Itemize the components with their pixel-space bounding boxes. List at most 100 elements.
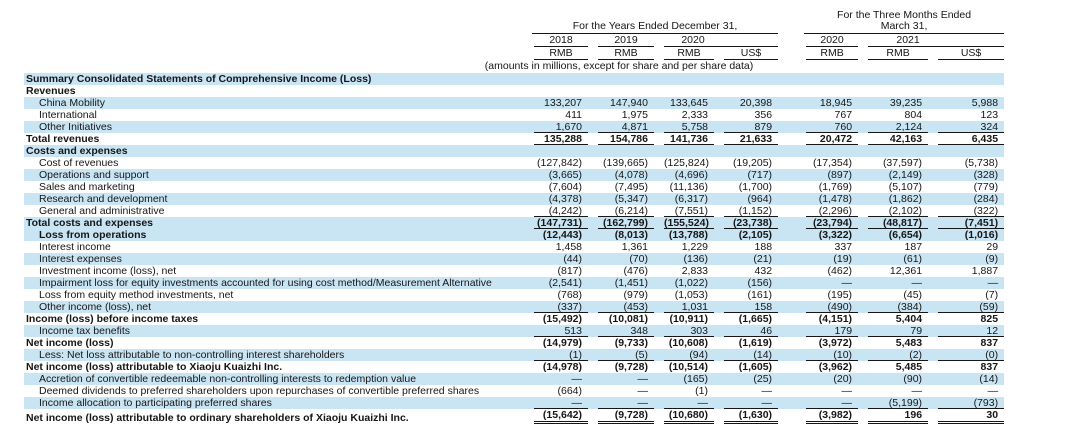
year-column-2020-quarter: 2020 bbox=[796, 34, 859, 47]
cell-value: (4,696) bbox=[674, 169, 708, 181]
table-row: Total costs and expenses (147,731) (162,79… bbox=[24, 217, 1005, 229]
table-row: Costs and expenses bbox=[24, 145, 1005, 157]
income-statement-table: For the Years Ended December 31, For the… bbox=[24, 8, 1005, 424]
row-label: Net income (loss) bbox=[26, 337, 114, 349]
table-row: Impairment loss for equity investments a… bbox=[24, 277, 1005, 289]
cell-value: 760 bbox=[796, 121, 859, 133]
cell-value bbox=[858, 145, 928, 157]
cell-value: (161) bbox=[747, 289, 773, 301]
cell-value: 188 bbox=[754, 241, 773, 253]
cell-value bbox=[796, 145, 858, 157]
cell-value: 1,031 bbox=[654, 301, 714, 313]
units-note: (amounts in millions, except for share a… bbox=[484, 60, 754, 72]
cell-value: (10,081) bbox=[608, 313, 648, 325]
cell-value: (1) bbox=[695, 385, 708, 397]
cell-value: 179 bbox=[796, 325, 859, 337]
cell-value: — bbox=[654, 397, 714, 409]
row-label: Other Initiatives bbox=[39, 121, 112, 133]
cell-value: — bbox=[987, 385, 999, 397]
cell-value: (59) bbox=[928, 301, 1005, 313]
row-label: International bbox=[39, 109, 97, 121]
cell-value: (10) bbox=[796, 349, 859, 361]
cell-value: (1,605) bbox=[738, 361, 773, 373]
cell-value: 1,887 bbox=[971, 265, 999, 277]
table-row: General and administrative (4,242) (6,214)… bbox=[24, 205, 1005, 217]
cell-value: (10,514) bbox=[668, 361, 708, 373]
cell-value: 123 bbox=[980, 109, 999, 121]
cell-value: — bbox=[841, 277, 853, 289]
cell-value: — bbox=[714, 397, 779, 409]
cell-value: (2,105) bbox=[738, 229, 773, 241]
cell-value bbox=[654, 73, 714, 85]
cell-value: (165) bbox=[683, 373, 708, 385]
currencies-row: RMB RMB RMB US$ RMB RMB US$ bbox=[24, 47, 1005, 60]
quarterly-period-label-line1: For the Three Months Ended bbox=[837, 9, 972, 21]
column-spacer bbox=[778, 265, 796, 277]
cell-value: (1,862) bbox=[888, 193, 923, 205]
cell-value: (2,102) bbox=[858, 205, 929, 217]
currency-label: RMB bbox=[598, 47, 654, 60]
cell-value: (11,136) bbox=[669, 181, 708, 193]
cell-value: — bbox=[841, 385, 853, 397]
row-label: Loss from operations bbox=[39, 229, 147, 241]
table-row: Other income (loss), net (337) (453) 1,031 1… bbox=[24, 301, 1005, 313]
cell-value: (10,608) bbox=[668, 337, 708, 349]
cell-value: (14,978) bbox=[542, 361, 582, 373]
header-label-spacer bbox=[24, 47, 524, 60]
cell-value: (139,665) bbox=[603, 157, 648, 169]
column-spacer bbox=[778, 85, 796, 97]
table-row: Income allocation to participating prefe… bbox=[24, 397, 1005, 409]
currency-column: US$ bbox=[928, 47, 1005, 60]
cell-value: (162,799) bbox=[588, 217, 654, 229]
currency-label: RMB bbox=[806, 47, 859, 60]
column-spacer bbox=[778, 253, 796, 265]
group-gap bbox=[778, 8, 796, 34]
table-row: Interest income 1,458 1,361 1,229 188 337 187 2… bbox=[24, 241, 1004, 253]
table-row: Net income (loss) attributable to Xiaoju… bbox=[24, 361, 1004, 373]
row-label: Investment income (loss), net bbox=[39, 265, 177, 277]
row-label: Interest income bbox=[39, 241, 111, 253]
cell-value: 154,786 bbox=[588, 133, 654, 145]
cell-value: (337) bbox=[524, 301, 588, 313]
cell-value: (1,152) bbox=[714, 205, 779, 217]
cell-value: (23,738) bbox=[714, 217, 779, 229]
cell-value bbox=[588, 73, 654, 85]
cell-value: (1,619) bbox=[738, 337, 773, 349]
cell-value: (19,205) bbox=[732, 157, 773, 169]
cell-value: 12 bbox=[928, 325, 1005, 337]
table-row: Total revenues 135,288 154,786 141,736 21,63… bbox=[24, 133, 1005, 145]
row-label: Income allocation to participating prefe… bbox=[39, 397, 272, 409]
cell-value: 1,670 bbox=[524, 121, 588, 133]
cell-value: (5,199) bbox=[858, 397, 929, 409]
row-label: Revenues bbox=[26, 85, 76, 97]
cell-value: (25) bbox=[753, 373, 773, 385]
cell-value: 6,435 bbox=[928, 133, 1005, 145]
row-label: Net income (loss) attributable to ordina… bbox=[26, 412, 409, 424]
cell-value: — bbox=[987, 277, 999, 289]
cell-value: 141,736 bbox=[654, 133, 714, 145]
cell-value: (9,733) bbox=[614, 337, 648, 349]
cell-value: — bbox=[796, 397, 859, 409]
row-label: Accretion of convertible redeemable non-… bbox=[39, 373, 417, 385]
cell-value: — bbox=[637, 385, 649, 397]
row-label: China Mobility bbox=[39, 97, 105, 109]
cell-value: (8,013) bbox=[614, 229, 648, 241]
cell-value: 21,633 bbox=[714, 133, 779, 145]
cell-value: (5,107) bbox=[888, 181, 923, 193]
column-spacer bbox=[778, 181, 796, 193]
cell-value: (5,347) bbox=[614, 193, 648, 205]
cell-value: (6,317) bbox=[674, 193, 708, 205]
currency-label: RMB bbox=[664, 47, 714, 60]
cell-value: 804 bbox=[904, 109, 923, 121]
cell-value: (1,700) bbox=[738, 181, 773, 193]
cell-value bbox=[524, 85, 588, 97]
table-row: Deemed dividends to preferred shareholde… bbox=[24, 385, 1004, 397]
row-label: Operations and support bbox=[39, 169, 149, 181]
cell-value: (1) bbox=[524, 349, 588, 361]
column-spacer bbox=[778, 277, 796, 289]
column-spacer bbox=[778, 229, 796, 241]
cell-value: (768) bbox=[557, 289, 582, 301]
cell-value: (1,665) bbox=[738, 313, 773, 325]
cell-value: 348 bbox=[588, 325, 654, 337]
year-label-text: 2020 bbox=[681, 34, 705, 46]
